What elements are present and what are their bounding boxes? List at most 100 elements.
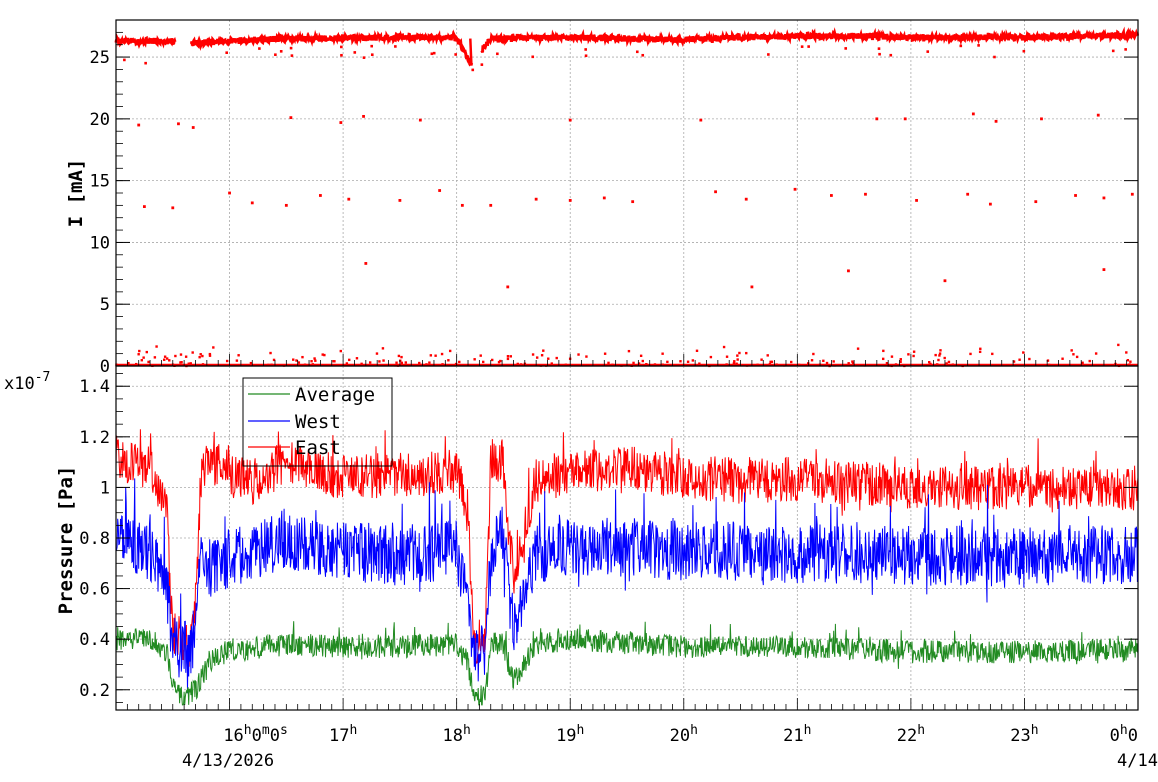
current-baseline-point <box>790 360 793 364</box>
current-baseline-point <box>928 360 931 364</box>
current-baseline-point <box>163 358 166 361</box>
current-scatter-point <box>568 118 572 122</box>
pressure-y-multiplier: x10-7 <box>4 370 50 394</box>
current-scatter-point <box>943 279 947 283</box>
current-scatter-point <box>339 121 343 124</box>
current-scatter-point <box>864 192 867 196</box>
pressure-y-tick-label: 1.2 <box>79 428 110 448</box>
current-baseline-point <box>797 363 801 367</box>
current-outlier-point <box>844 47 848 50</box>
current-baseline-point <box>1047 363 1051 367</box>
current-baseline-point <box>303 363 307 366</box>
current-baseline-point <box>425 363 428 366</box>
current-y-tick-label: 5 <box>100 295 110 315</box>
current-baseline-point <box>1046 359 1050 362</box>
current-baseline-point <box>323 353 326 357</box>
current-baseline-point <box>321 353 324 356</box>
current-baseline-point <box>473 358 476 361</box>
current-baseline-point <box>899 358 902 361</box>
time-tick-superscript: h <box>349 723 357 738</box>
current-outlier-point <box>584 48 587 51</box>
current-baseline-point <box>313 357 316 360</box>
current-outlier-point <box>340 45 343 49</box>
current-scatter-point <box>631 200 635 204</box>
time-tick-superscript: h <box>917 723 925 738</box>
time-tick-text: 0 <box>270 726 280 746</box>
current-baseline-point <box>847 362 850 365</box>
current-baseline-point <box>894 363 898 366</box>
current-baseline-point <box>863 364 867 367</box>
current-outlier-point <box>454 53 457 56</box>
current-baseline-point <box>509 355 513 358</box>
current-baseline-point <box>691 359 695 362</box>
current-baseline-point <box>856 347 860 350</box>
current-scatter-point <box>142 205 146 208</box>
current-outlier-point <box>878 52 881 56</box>
current-baseline-point <box>745 351 748 355</box>
current-baseline-point <box>137 353 140 356</box>
time-tick-superscript: h <box>244 723 252 738</box>
current-scatter-point <box>875 117 879 121</box>
current-baseline-point <box>934 353 937 357</box>
current-baseline-point <box>653 363 657 366</box>
current-baseline-point <box>448 349 452 353</box>
current-baseline-point <box>775 363 778 366</box>
current-baseline-point <box>134 362 138 366</box>
time-tick-text: 16 <box>223 726 243 746</box>
current-scatter-point <box>250 201 254 205</box>
current-scatter-point <box>364 262 368 265</box>
current-baseline-point <box>885 362 889 365</box>
current-baseline-point <box>201 354 204 358</box>
current-baseline-point <box>603 352 607 355</box>
time-tick-text: 0 <box>1128 726 1138 746</box>
current-baseline-point <box>506 354 510 358</box>
current-scatter-point <box>568 199 572 202</box>
current-baseline-point <box>165 357 169 360</box>
current-baseline-point <box>1094 352 1098 355</box>
current-baseline-point <box>585 355 588 358</box>
time-tick-text: 22 <box>897 726 917 746</box>
current-baseline-point <box>825 361 829 365</box>
current-dip-mark <box>469 38 473 66</box>
current-scatter-point <box>362 114 365 118</box>
current-baseline-point <box>295 359 298 362</box>
current-baseline-point <box>191 351 194 354</box>
current-baseline-point <box>400 355 403 359</box>
current-outlier-point <box>800 45 804 48</box>
current-baseline-point <box>938 352 942 355</box>
current-baseline-point <box>943 356 946 360</box>
current-baseline-point <box>722 345 726 349</box>
current-baseline-point <box>666 360 669 364</box>
current-baseline-point <box>661 363 664 366</box>
current-outlier-point <box>877 47 881 50</box>
current-scatter-point <box>1102 196 1106 200</box>
current-baseline-point <box>225 359 229 363</box>
current-baseline-point <box>1128 363 1131 366</box>
current-scatter-point <box>418 118 422 122</box>
current-outlier-point <box>123 58 126 62</box>
current-baseline-point <box>269 351 272 355</box>
current-outlier-point <box>584 54 588 58</box>
pressure-y-tick-label: 1 <box>100 478 110 498</box>
current-outlier-point <box>279 50 283 53</box>
pressure-series-east <box>115 429 1139 667</box>
time-tick-label: 22h <box>897 723 925 746</box>
current-baseline-point <box>725 363 728 366</box>
current-baseline-point <box>735 362 738 366</box>
current-outlier-point <box>430 52 434 56</box>
current-baseline-point <box>1061 357 1064 360</box>
current-baseline-point <box>454 362 458 366</box>
pressure-panel: 0.20.40.60.811.21.4 16h0m0s 17h 18h 19h 20h 2… <box>4 365 1158 771</box>
current-baseline-point <box>497 360 501 364</box>
current-baseline-point <box>1081 361 1084 364</box>
current-scatter-point <box>347 197 351 201</box>
current-baseline-point <box>531 353 535 356</box>
current-baseline-point <box>695 349 699 352</box>
current-baseline-point <box>355 357 359 360</box>
current-scatter-point <box>830 194 833 197</box>
current-scatter-point <box>506 285 510 289</box>
current-outlier-point <box>1022 49 1026 53</box>
current-y-tick-label: 0 <box>100 357 110 377</box>
time-tick-label: 19h <box>556 723 584 746</box>
pressure-y-tick-label: 1.4 <box>79 377 110 397</box>
